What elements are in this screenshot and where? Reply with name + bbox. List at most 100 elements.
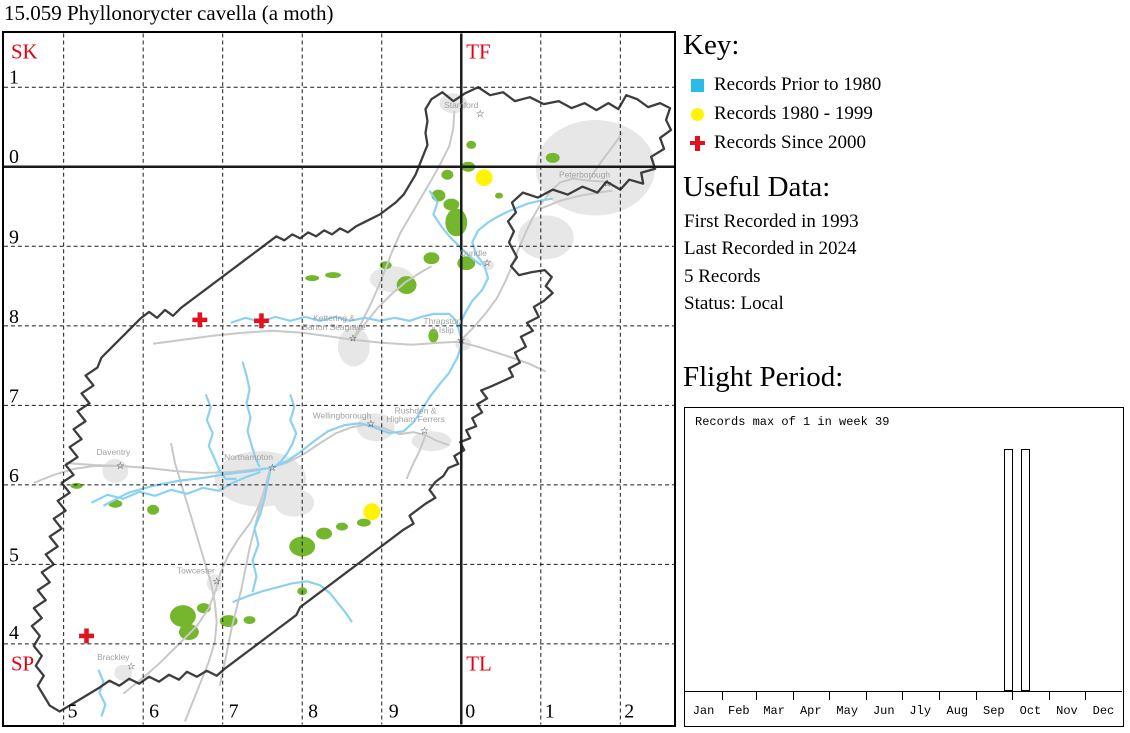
status-line: Status: Local (684, 293, 784, 314)
town-star-icon: ☆ (268, 463, 277, 474)
month-tick (792, 691, 794, 700)
record-marker-circle (475, 169, 493, 187)
town-star-icon: ☆ (348, 334, 357, 345)
town-star-icon: ☆ (420, 426, 429, 437)
flight-period-chart: Records max of 1 in week 39 Jan Feb Mar Apr… (684, 407, 1124, 727)
month-label: May (836, 704, 859, 718)
record-count-line: 5 Records (684, 266, 761, 287)
key-item-label: Records 1980 - 1999 (714, 103, 873, 124)
month-label: Dec (1092, 704, 1115, 718)
record-marker-circle (363, 503, 381, 521)
yellow-circle-icon (690, 107, 705, 122)
row-label: 5 (9, 544, 19, 566)
month-tick (901, 691, 903, 700)
month-label: Sep (983, 704, 1005, 718)
month-label: Mar (763, 704, 785, 718)
town-label: Towcester (177, 565, 215, 575)
record-markers (79, 169, 493, 644)
month-label: Oct (1019, 704, 1042, 718)
town-star-icon: ☆ (483, 258, 492, 269)
river-network (90, 190, 553, 717)
month-label: Jan (692, 704, 715, 718)
town-label: Oundle (460, 248, 488, 258)
grid-letter-sk: SK (11, 39, 38, 63)
grid-row-numbers: 1 0 9 8 7 6 5 4 (9, 66, 19, 644)
record-marker-cross (79, 628, 94, 644)
col-label: 8 (308, 700, 318, 722)
key-item-1980-1999: Records 1980 - 1999 (690, 103, 873, 125)
month-label: Nov (1056, 704, 1078, 718)
town-star-icon: ☆ (366, 419, 375, 430)
town-label: Rushden & Higham Ferrers (386, 405, 445, 424)
month-tick (828, 691, 830, 700)
grid-letters: SK TF SP TL (11, 39, 492, 675)
page-title: 15.059 Phyllonorycter cavella (a moth) (4, 1, 334, 25)
flight-period-bar-week-41 (1021, 449, 1030, 691)
town-star-icon: ☆ (127, 662, 136, 673)
chart-x-axis (685, 691, 1122, 692)
month-tick (865, 691, 867, 700)
key-item-prior-1980: Records Prior to 1980 (690, 74, 881, 96)
month-tick (1011, 691, 1013, 700)
key-heading: Key: (683, 29, 740, 61)
row-label: 8 (9, 306, 19, 328)
town-label: Northampton (224, 452, 273, 462)
map-canvas: SK TF SP TL 1 0 9 8 7 6 5 4 5 6 7 8 (4, 33, 674, 725)
useful-data-heading: Useful Data: (683, 171, 831, 203)
town-star-icon: ☆ (212, 576, 221, 587)
col-label: 7 (229, 700, 239, 722)
month-label: Aug (946, 704, 969, 718)
red-cross-icon (690, 135, 705, 151)
town-labels: Stamford☆Peterborough☆Oundle☆Thrapston & … (96, 100, 611, 673)
record-marker-cross (254, 313, 269, 329)
last-recorded-line: Last Recorded in 2024 (684, 238, 857, 259)
town-label: Thrapston & Islip (423, 316, 461, 335)
cyan-square-icon (690, 78, 705, 93)
distribution-map: SK TF SP TL 1 0 9 8 7 6 5 4 5 6 7 8 (2, 31, 676, 727)
grid-letter-sp: SP (11, 652, 34, 676)
town-label: Peterborough (559, 170, 610, 180)
key-item-since-2000: Records Since 2000 (690, 132, 866, 154)
month-tick (1084, 691, 1086, 700)
flight-period-bar-week-39 (1004, 449, 1013, 691)
urban-areas (102, 93, 656, 681)
col-label: 6 (149, 700, 159, 722)
town-star-icon: ☆ (476, 109, 485, 120)
grid-letter-tl: TL (466, 652, 491, 676)
row-label: 6 (9, 465, 19, 487)
col-label: 2 (624, 700, 634, 722)
chart-annotation: Records max of 1 in week 39 (695, 415, 890, 429)
row-label: 7 (9, 385, 19, 407)
flight-period-heading: Flight Period: (683, 361, 844, 393)
grid-letter-tf: TF (466, 39, 490, 63)
town-label: Wellingborough (313, 410, 372, 420)
col-label: 1 (545, 700, 555, 722)
month-label: Jly (909, 704, 932, 718)
record-marker-cross (192, 312, 208, 328)
woodland-patches (70, 140, 560, 640)
first-recorded-line: First Recorded in 1993 (684, 211, 859, 232)
row-label: 9 (9, 226, 19, 248)
row-label: 0 (9, 146, 19, 168)
town-star-icon: ☆ (603, 179, 612, 190)
month-label: Feb (728, 704, 750, 718)
month-tick (755, 691, 757, 700)
month-tick (722, 691, 724, 700)
month-tick (975, 691, 977, 700)
town-label: Brackley (97, 652, 130, 662)
town-label: Kettering & Barton Seagrave (302, 313, 366, 332)
month-label: Jun (872, 704, 895, 718)
col-label: 9 (389, 700, 399, 722)
grid-lines (4, 33, 674, 725)
town-star-icon: ☆ (116, 461, 125, 472)
col-label: 0 (465, 700, 475, 722)
month-label: Apr (799, 704, 822, 718)
town-label: Stamford (444, 100, 479, 110)
key-item-label: Records Since 2000 (714, 132, 866, 153)
row-label: 4 (9, 622, 19, 644)
county-boundary (30, 86, 673, 713)
row-label: 1 (9, 66, 19, 88)
month-tick (1049, 691, 1050, 700)
grid-col-numbers: 5 6 7 8 9 0 1 2 (68, 700, 635, 722)
